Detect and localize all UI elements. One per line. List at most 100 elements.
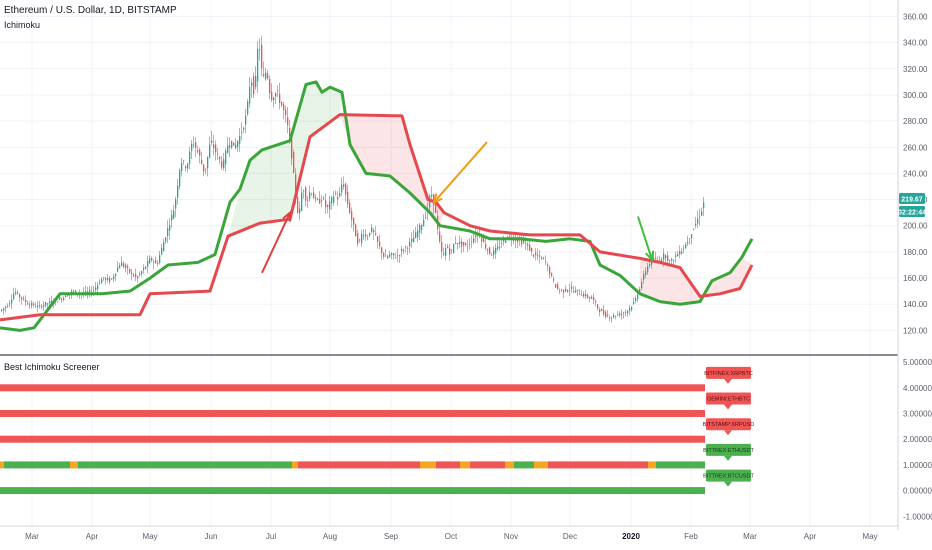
candle-body — [639, 289, 641, 293]
candle-body — [105, 278, 107, 280]
candle-body — [615, 316, 617, 317]
candle-body — [283, 104, 285, 110]
candle-body — [483, 238, 485, 243]
candle-body — [75, 290, 77, 294]
candle-body — [703, 202, 705, 209]
time-tick-label: May — [862, 532, 877, 541]
candle-body — [625, 311, 627, 313]
candle-body — [621, 314, 623, 315]
candle-body — [505, 240, 507, 243]
candle-body — [177, 185, 179, 198]
screener-segment — [70, 461, 78, 469]
screener-title[interactable]: Best Ichimoku Screener — [4, 362, 100, 372]
candle-body — [167, 228, 169, 236]
candle-body — [475, 235, 477, 238]
candle-body — [489, 247, 491, 254]
screener-tag-pointer — [724, 404, 732, 410]
candle-body — [637, 294, 639, 300]
candle-body — [431, 194, 433, 197]
candle-body — [133, 275, 135, 277]
candle-body — [611, 317, 613, 319]
candle-body — [649, 264, 651, 266]
candle-body — [345, 183, 347, 195]
last-price-value: 219.67 — [901, 197, 923, 204]
candle-body — [701, 211, 703, 216]
candle-body — [425, 217, 427, 218]
candle-body — [539, 255, 541, 257]
candle-body — [99, 283, 101, 285]
annotation-arrows — [261, 141, 655, 274]
screener-tag-bg — [706, 366, 751, 379]
candle-body — [471, 241, 473, 243]
candle-body — [419, 225, 421, 233]
candle-body — [319, 198, 321, 204]
candle-body — [565, 288, 567, 292]
candle-body — [157, 263, 159, 265]
candle-body — [289, 127, 291, 136]
screener-tag-bg — [706, 392, 751, 405]
candle-body — [473, 238, 475, 242]
candle-body — [71, 290, 73, 294]
candle-body — [339, 193, 341, 197]
screener-tag-label: BITTREX:ETHUSDT — [703, 448, 754, 454]
candle-body — [179, 169, 181, 187]
screener-segment — [0, 410, 705, 417]
candle-body — [13, 293, 15, 300]
candle-body — [57, 301, 59, 303]
screener-segment — [460, 461, 470, 469]
screener-tag-pointer — [724, 430, 732, 436]
candle-body — [521, 239, 523, 245]
candle-body — [695, 223, 697, 226]
candle-body — [641, 282, 643, 289]
candle-body — [263, 74, 265, 77]
candle-body — [617, 314, 619, 316]
candle-body — [145, 266, 147, 269]
candle-body — [497, 246, 499, 250]
ichimoku-cloud-bearish — [340, 114, 444, 226]
candle-body — [121, 262, 123, 266]
candle-body — [1, 309, 3, 311]
candle-body — [341, 184, 343, 193]
candle-body — [295, 174, 297, 197]
candle-body — [469, 244, 471, 245]
price-tick-label: 140.00 — [903, 300, 928, 309]
screener-segment — [4, 461, 70, 469]
time-axis-ticks[interactable]: Mar Apr May Jun Jul Aug Sep Oct Nov Dec 2020 Feb Mar… — [25, 532, 877, 541]
countdown-timer: 02:22:44 — [898, 210, 926, 217]
candle-body — [267, 73, 269, 79]
indicator-label[interactable]: Ichimoku — [4, 20, 40, 30]
candle-body — [583, 293, 585, 297]
candle-body — [237, 140, 239, 147]
candle-body — [311, 193, 313, 195]
candle-body — [63, 297, 65, 300]
candle-body — [301, 192, 303, 211]
candle-body — [359, 239, 361, 241]
candle-body — [19, 294, 21, 298]
candle-body — [571, 286, 573, 289]
candle-body — [187, 163, 189, 169]
time-tick-label: Mar — [743, 532, 757, 541]
screener-segment — [436, 461, 460, 469]
candle-body — [61, 298, 63, 300]
candle-body — [259, 49, 261, 51]
candle-body — [153, 261, 155, 263]
candle-body — [445, 247, 447, 256]
time-tick-label: Mar — [25, 532, 39, 541]
candle-body — [29, 304, 31, 306]
candle-body — [113, 276, 115, 279]
time-tick-label: Apr — [804, 532, 817, 541]
candle-body — [95, 287, 97, 290]
candle-body — [689, 238, 691, 240]
candle-body — [667, 255, 669, 261]
candle-body — [265, 72, 267, 79]
candle-body — [421, 225, 423, 230]
candle-body — [569, 289, 571, 291]
price-tick-label: 160.00 — [903, 274, 928, 283]
cloud-leading-span-a — [0, 80, 754, 332]
candle-body — [323, 197, 325, 199]
price-tick-label: 300.00 — [903, 91, 928, 100]
candle-body — [165, 237, 167, 242]
